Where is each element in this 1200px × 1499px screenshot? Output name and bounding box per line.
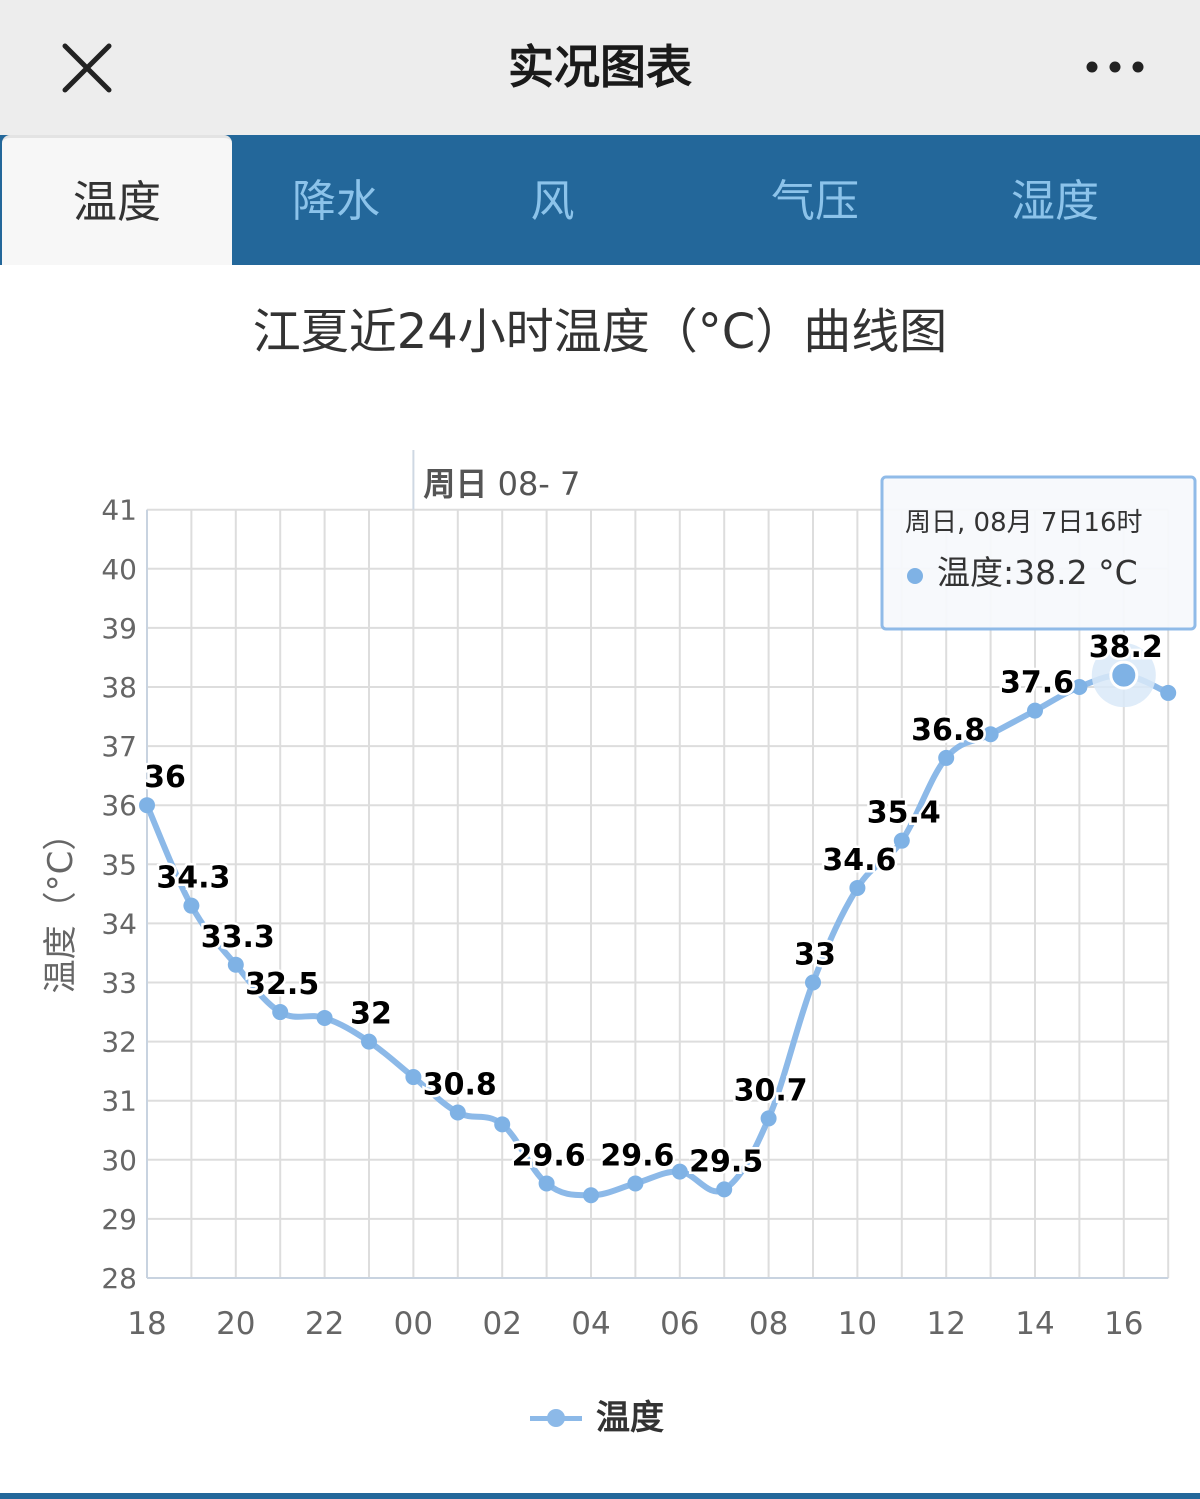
data-label: 29.6 (512, 1138, 586, 1173)
data-label: 35.4 (867, 796, 941, 831)
x-tick-label: 22 (305, 1306, 344, 1342)
tab-wind[interactable]: 风 (530, 176, 575, 227)
tab-temperature[interactable]: 温度 (2, 135, 232, 265)
data-point (1027, 702, 1043, 719)
data-label: 32 (350, 997, 392, 1032)
chart-title: 江夏近24小时温度（°C）曲线图 (252, 304, 948, 360)
y-axis-title: 温度（°C） (41, 817, 81, 994)
data-label: 37.6 (1000, 666, 1074, 701)
data-point (538, 1175, 555, 1192)
y-tick-label: 32 (101, 1026, 137, 1059)
y-tick-label: 33 (101, 967, 137, 1000)
page-title: 实况图表 (508, 40, 692, 94)
data-point (982, 726, 999, 743)
x-tick-label: 00 (394, 1306, 433, 1342)
data-point (716, 1181, 733, 1198)
y-tick-label: 34 (101, 907, 137, 940)
data-label: 30.7 (734, 1073, 808, 1108)
series-line (144, 672, 1172, 1199)
x-tick-label: 04 (571, 1306, 610, 1342)
data-label: 36 (144, 760, 186, 795)
x-tick-label: 10 (838, 1306, 877, 1342)
x-tick-label: 06 (660, 1306, 699, 1342)
data-point (627, 1175, 644, 1192)
x-tick-label: 20 (216, 1306, 255, 1342)
data-label: 34.3 (156, 861, 230, 896)
y-tick-label: 36 (101, 789, 137, 822)
tooltip-series-dot (907, 568, 923, 584)
x-tick-label: 08 (749, 1306, 788, 1342)
y-tick-label: 41 (101, 494, 137, 527)
data-point (938, 749, 955, 766)
x-tick-label: 02 (482, 1306, 521, 1342)
data-point (1071, 679, 1088, 695)
data-point (760, 1110, 777, 1127)
tab-humidity[interactable]: 湿度 (1011, 176, 1099, 227)
data-point (494, 1116, 511, 1133)
y-tick-label: 35 (101, 848, 137, 881)
legend-label: 温度 (596, 1398, 664, 1438)
tooltip-value: 温度:38.2 °C (937, 553, 1138, 592)
x-tick-label: 14 (1015, 1306, 1054, 1342)
data-label: 29.5 (689, 1144, 763, 1179)
data-point (272, 1004, 289, 1021)
close-icon[interactable] (55, 38, 119, 98)
y-tick-label: 28 (101, 1262, 137, 1295)
data-label: 33.3 (201, 920, 275, 955)
tooltip-header: 周日, 08月 7日16时 (905, 508, 1143, 538)
legend-dot-marker (547, 1409, 565, 1427)
data-point (449, 1104, 466, 1121)
data-label: 34.6 (822, 843, 896, 878)
x-tick-label: 16 (1104, 1306, 1143, 1342)
data-point (316, 1009, 333, 1026)
tab-precipitation[interactable]: 降水 (292, 176, 380, 227)
tab-pressure[interactable]: 气压 (771, 176, 859, 227)
x-tick-label: 12 (926, 1306, 965, 1342)
data-point (805, 974, 821, 991)
y-tick-label: 39 (101, 612, 137, 645)
data-label: 33 (794, 938, 836, 973)
day-marker-label: 周日 08- 7 (423, 465, 580, 503)
data-label: 32.5 (245, 967, 319, 1002)
more-dots-icon[interactable] (1080, 52, 1150, 82)
y-tick-label: 40 (101, 553, 137, 586)
y-tick-label: 37 (101, 730, 137, 763)
y-tick-label: 31 (101, 1085, 137, 1118)
data-point (139, 797, 155, 814)
data-point (671, 1163, 688, 1180)
data-point (183, 897, 200, 914)
data-point (405, 1069, 422, 1086)
data-label: 29.6 (600, 1138, 674, 1173)
data-point-highlighted (1109, 660, 1139, 690)
data-label: 30.8 (423, 1068, 497, 1103)
data-point (227, 956, 244, 973)
data-point (361, 1033, 377, 1050)
y-tick-label: 29 (101, 1203, 137, 1236)
data-point (1160, 684, 1177, 701)
data-point (583, 1187, 599, 1204)
tooltip-box (880, 475, 1197, 631)
y-tick-label: 30 (101, 1144, 137, 1177)
data-point (849, 879, 866, 896)
x-tick-label: 18 (127, 1306, 166, 1342)
bottom-edge (0, 1493, 1200, 1499)
tab-bar: 温度 降水 风 气压 湿度 (0, 135, 1200, 265)
data-label: 38.2 (1089, 630, 1163, 665)
data-point (893, 832, 910, 849)
y-tick-label: 38 (101, 671, 137, 704)
data-label: 36.8 (911, 713, 985, 748)
title-bar: 实况图表 (0, 0, 1200, 135)
